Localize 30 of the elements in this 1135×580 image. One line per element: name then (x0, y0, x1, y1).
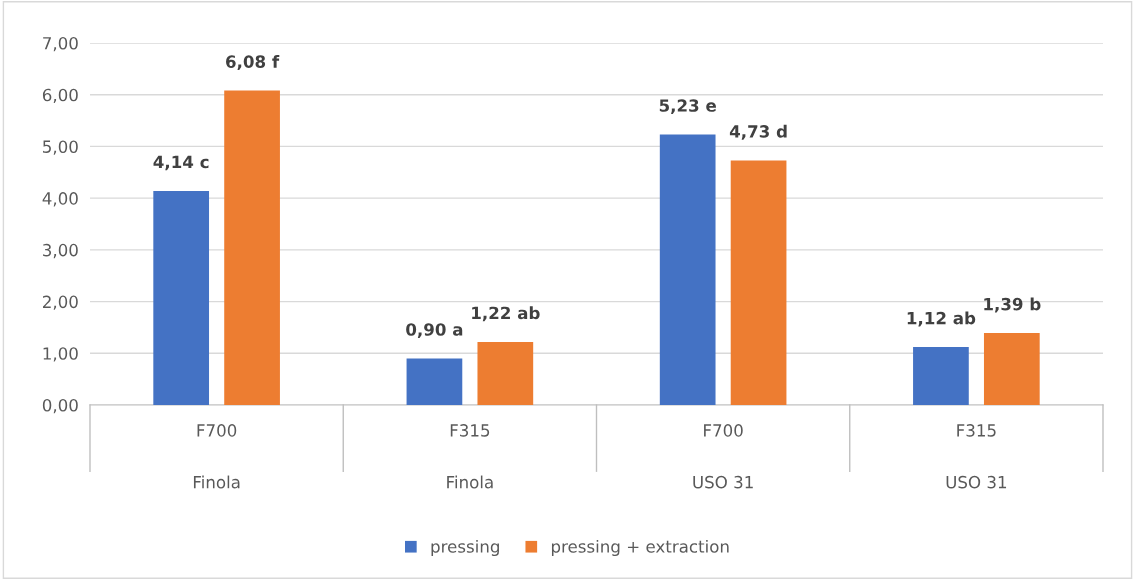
data-label: 4,73 d (729, 124, 787, 140)
data-label: 5,23 e (659, 99, 716, 114)
y-tick-label: 3,00 (43, 243, 78, 259)
bar (983, 333, 1040, 405)
data-label: 4,14 c (153, 155, 209, 171)
bar (477, 341, 534, 405)
y-tick-label: 2,00 (43, 295, 78, 310)
y-tick-label: 4,00 (42, 192, 78, 207)
y-tick-label: 7,00 (43, 36, 78, 52)
bar (730, 160, 787, 405)
bar (224, 90, 280, 405)
category-label: F700 Finola (193, 424, 240, 489)
bar (153, 190, 210, 405)
data-label: 1,22 ab (472, 306, 540, 322)
data-label: 1,39 b (984, 297, 1041, 313)
y-tick-label: 0,00 (42, 398, 78, 414)
category-label: F315 USO 31 (946, 424, 1007, 489)
category-label: F315 Finola (447, 424, 493, 489)
y-tick-label: 6,00 (42, 88, 78, 103)
y-tick-label: 1,00 (43, 347, 78, 362)
bar (406, 358, 463, 405)
data-label: 6,08 f (226, 55, 280, 71)
legend-label: pressing + extraction (551, 539, 729, 557)
data-label: 0,90 a (406, 323, 463, 338)
bar (913, 347, 969, 405)
category-label: F700 USO 31 (693, 424, 753, 489)
bar (659, 134, 716, 405)
data-label: 1,12 ab (907, 311, 976, 327)
legend-label: pressing (431, 539, 499, 557)
y-tick-label: 5,00 (43, 140, 78, 155)
